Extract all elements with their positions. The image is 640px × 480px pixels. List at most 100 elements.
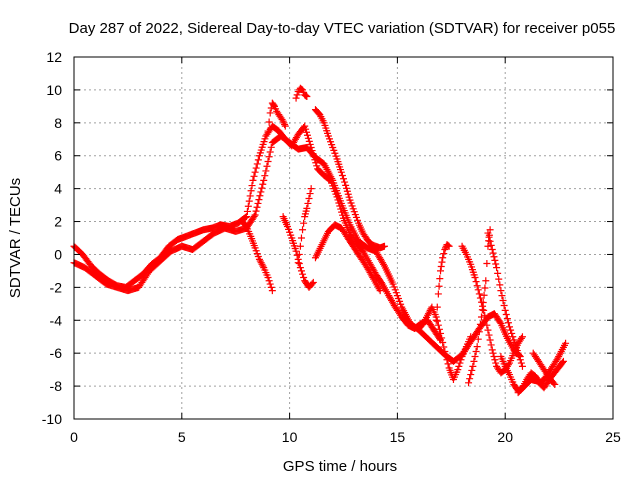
x-tick-label: 0	[70, 429, 78, 445]
data-point	[455, 362, 463, 370]
data-point	[484, 242, 492, 250]
data-point	[556, 351, 564, 359]
data-point	[490, 352, 498, 360]
data-point	[267, 283, 275, 291]
data-point	[489, 249, 497, 257]
data-point	[440, 250, 448, 258]
data-point	[432, 316, 440, 324]
data-point	[258, 260, 266, 268]
data-point	[488, 246, 496, 254]
data-point	[299, 226, 307, 234]
data-point	[303, 204, 311, 212]
data-point	[467, 371, 475, 379]
y-tick-label: -10	[42, 411, 62, 427]
data-point	[485, 233, 493, 241]
data-point	[494, 269, 502, 277]
data-point	[473, 343, 481, 351]
data-point	[470, 357, 478, 365]
data-point	[444, 360, 452, 368]
data-point	[517, 359, 525, 367]
data-point	[433, 303, 441, 311]
data-point	[441, 246, 449, 254]
data-point	[433, 317, 441, 325]
data-point	[554, 354, 562, 362]
data-point	[480, 306, 488, 314]
data-point	[471, 352, 479, 360]
data-point	[295, 260, 303, 268]
data-point	[495, 275, 503, 283]
data-point	[457, 356, 465, 364]
data-point	[555, 352, 563, 360]
data-point	[475, 290, 483, 298]
data-point	[486, 336, 494, 344]
data-point	[467, 333, 475, 341]
y-tick-label: 10	[46, 82, 62, 98]
data-point	[492, 359, 500, 367]
data-point	[476, 320, 484, 328]
data-point	[345, 193, 353, 201]
data-point	[280, 119, 288, 127]
data-point	[553, 356, 561, 364]
data-point	[303, 128, 311, 136]
data-point	[343, 184, 351, 192]
y-tick-label: -6	[50, 345, 63, 361]
axis-ticks: 0 5 10 15 20 25 -10 -8 -6 -4 -2 0 2 4 6 8 10 12	[42, 49, 621, 445]
data-point	[253, 160, 261, 168]
data-point	[471, 273, 479, 281]
data-point	[300, 219, 308, 227]
data-point	[265, 118, 273, 126]
data-point	[480, 291, 488, 299]
data-point	[338, 171, 346, 179]
data-point	[490, 253, 498, 261]
data-point	[297, 234, 305, 242]
data-point	[482, 277, 490, 285]
data-point	[292, 94, 300, 102]
x-tick-label: 20	[497, 429, 513, 445]
data-point	[504, 361, 512, 369]
y-tick-label: -2	[50, 279, 63, 295]
data-point	[268, 287, 276, 295]
data-point	[518, 362, 526, 370]
data-point	[254, 156, 262, 164]
data-point	[252, 207, 260, 215]
data-point	[309, 278, 317, 286]
data-point	[296, 264, 304, 272]
y-tick-label: 6	[54, 148, 62, 164]
series-track-10	[415, 303, 475, 384]
data-point	[306, 190, 314, 198]
data-point	[499, 297, 507, 305]
y-tick-label: 2	[54, 214, 62, 230]
data-point	[246, 192, 254, 200]
series-track-7	[279, 213, 317, 291]
data-point	[308, 280, 316, 288]
data-point	[487, 241, 495, 249]
data-point	[266, 280, 274, 288]
data-point	[281, 122, 289, 130]
data-point	[491, 256, 499, 264]
data-point	[266, 109, 274, 117]
data-point	[265, 277, 273, 285]
data-point	[482, 316, 490, 324]
data-point	[474, 286, 482, 294]
data-point	[483, 260, 491, 268]
data-point	[245, 197, 253, 205]
data-point	[466, 375, 474, 383]
data-point	[242, 213, 250, 221]
data-point	[270, 101, 278, 109]
data-point	[265, 153, 273, 161]
x-tick-label: 15	[390, 429, 406, 445]
data-point	[249, 176, 257, 184]
data-point	[255, 196, 263, 204]
data-point	[305, 195, 313, 203]
data-point	[292, 247, 300, 255]
data-point	[491, 356, 499, 364]
y-tick-label: -4	[50, 312, 63, 328]
data-point	[492, 260, 500, 268]
data-point	[498, 292, 506, 300]
data-point	[301, 122, 309, 130]
data-point	[250, 212, 258, 220]
data-marks	[70, 84, 570, 397]
data-point	[486, 237, 494, 245]
data-point	[477, 313, 485, 321]
data-point	[550, 379, 558, 387]
